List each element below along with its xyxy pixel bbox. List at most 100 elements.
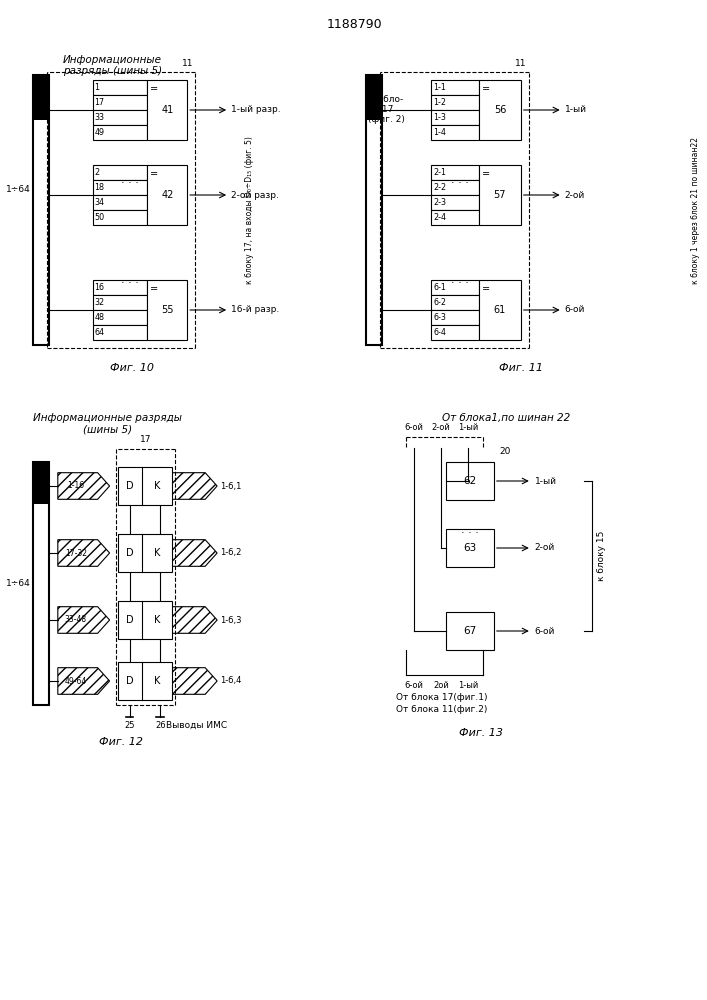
Text: От блока 17(фиг.1): От блока 17(фиг.1): [397, 692, 488, 702]
Text: 33: 33: [95, 113, 105, 122]
Polygon shape: [173, 607, 217, 633]
Text: K: K: [154, 615, 160, 625]
Text: к блоку 17, на входы D₀÷D₁₅ (фиг. 5): к блоку 17, на входы D₀÷D₁₅ (фиг. 5): [245, 136, 255, 284]
Text: 6-ой: 6-ой: [405, 424, 423, 432]
Text: 1-б,4: 1-б,4: [220, 676, 242, 686]
Polygon shape: [173, 540, 217, 566]
Text: 62: 62: [463, 476, 477, 486]
Text: От блока1,по шинан 22: От блока1,по шинан 22: [442, 413, 570, 423]
Text: 2-4: 2-4: [433, 213, 446, 222]
Bar: [93, 125, 148, 140]
Bar: [93, 280, 148, 295]
Text: · · ·: · · ·: [121, 178, 139, 188]
Text: =: =: [482, 284, 490, 294]
Bar: [148, 280, 187, 340]
Bar: [93, 180, 148, 195]
Bar: [431, 80, 479, 95]
Text: Фиг. 11: Фиг. 11: [499, 363, 543, 373]
Bar: [366, 75, 382, 345]
Text: Информационные: Информационные: [63, 55, 162, 65]
Bar: [431, 195, 479, 210]
Text: =: =: [482, 84, 490, 94]
Bar: [446, 529, 494, 567]
Text: 1-1: 1-1: [433, 83, 446, 92]
Text: 1-б,1: 1-б,1: [220, 482, 242, 490]
Bar: [33, 462, 49, 705]
Text: 2-2: 2-2: [433, 183, 446, 192]
Text: Фиг. 12: Фиг. 12: [98, 737, 143, 747]
Text: 1-2: 1-2: [433, 98, 446, 107]
Text: 56: 56: [493, 105, 506, 115]
Text: 2-3: 2-3: [433, 198, 446, 207]
Text: Фиг. 13: Фиг. 13: [459, 728, 503, 738]
Bar: [93, 80, 148, 95]
Text: 11: 11: [182, 59, 193, 68]
Text: 6-ой: 6-ой: [565, 306, 585, 314]
Bar: [431, 95, 479, 110]
Text: 6-4: 6-4: [433, 328, 446, 337]
Text: 2-ой: 2-ой: [565, 190, 585, 200]
Text: 11: 11: [515, 59, 527, 68]
Bar: [93, 95, 148, 110]
Bar: [479, 280, 521, 340]
Bar: [33, 75, 49, 120]
Bar: [93, 165, 148, 180]
Text: =: =: [151, 284, 158, 294]
Text: 6-ой: 6-ой: [534, 626, 555, 636]
Text: 61: 61: [493, 305, 506, 315]
Bar: [431, 125, 479, 140]
Polygon shape: [173, 473, 217, 499]
Text: 26: 26: [155, 720, 165, 730]
Polygon shape: [173, 668, 217, 694]
Text: 67: 67: [463, 626, 477, 636]
Text: · · ·: · · ·: [121, 278, 139, 288]
Text: 64: 64: [95, 328, 105, 337]
Text: ка 17: ка 17: [368, 105, 394, 114]
Polygon shape: [58, 668, 110, 694]
Text: (фиг. 2): (фиг. 2): [368, 115, 405, 124]
Text: · · ·: · · ·: [451, 178, 469, 188]
Bar: [117, 662, 173, 700]
Text: 25: 25: [124, 720, 135, 730]
Bar: [93, 310, 148, 325]
Bar: [431, 210, 479, 225]
Bar: [117, 601, 173, 639]
Text: Фиг. 10: Фиг. 10: [110, 363, 155, 373]
Text: 18: 18: [95, 183, 105, 192]
Bar: [479, 80, 521, 140]
Text: От блока 11(фиг.2): От блока 11(фиг.2): [397, 704, 488, 714]
Bar: [93, 195, 148, 210]
Text: Выводы ИМС: Выводы ИМС: [166, 720, 228, 730]
Polygon shape: [58, 540, 110, 566]
Text: 1-4: 1-4: [433, 128, 446, 137]
Text: к блоку 15: к блоку 15: [597, 531, 606, 581]
Text: 6-3: 6-3: [433, 313, 446, 322]
Text: 2-ой: 2-ой: [534, 544, 555, 552]
Text: 41: 41: [161, 105, 173, 115]
Bar: [431, 280, 479, 295]
Polygon shape: [58, 473, 110, 499]
Bar: [446, 612, 494, 650]
Bar: [431, 165, 479, 180]
Text: K: K: [154, 481, 160, 491]
Text: 1-ый: 1-ый: [534, 477, 556, 486]
Text: 1-ый: 1-ый: [565, 105, 587, 114]
Text: =: =: [151, 84, 158, 94]
Text: 48: 48: [95, 313, 105, 322]
Text: 2: 2: [95, 168, 100, 177]
Text: 2ой: 2ой: [433, 680, 449, 690]
Text: 34: 34: [95, 198, 105, 207]
Text: 1-б,3: 1-б,3: [220, 615, 242, 624]
Text: 32: 32: [95, 298, 105, 307]
Text: D: D: [126, 676, 134, 686]
Text: 57: 57: [493, 190, 506, 200]
Text: к блоку 1 через блок 21 по шинан22: к блоку 1 через блок 21 по шинан22: [691, 136, 699, 284]
Text: 16-й разр.: 16-й разр.: [231, 306, 279, 314]
Text: · · ·: · · ·: [451, 278, 469, 288]
Text: 63: 63: [463, 543, 477, 553]
Bar: [93, 325, 148, 340]
Text: 20: 20: [499, 448, 510, 456]
Text: 33-48: 33-48: [65, 615, 87, 624]
Bar: [431, 110, 479, 125]
Text: 17: 17: [95, 98, 105, 107]
